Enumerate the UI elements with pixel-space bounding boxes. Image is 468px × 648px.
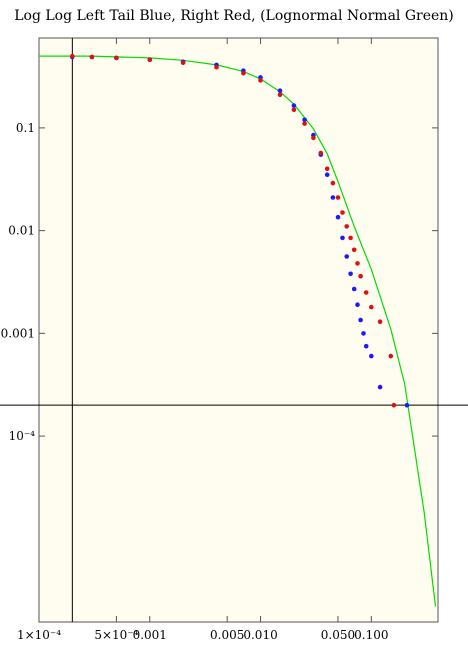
x-tick-label: 0.005 xyxy=(210,628,244,642)
data-point xyxy=(361,331,366,336)
x-tick-label: 0.100 xyxy=(354,628,388,642)
data-point xyxy=(377,319,383,325)
data-point xyxy=(324,166,330,172)
x-tick-label: 0.010 xyxy=(243,628,277,642)
data-point xyxy=(335,195,341,200)
data-point xyxy=(348,271,353,277)
data-point xyxy=(391,402,397,408)
data-point xyxy=(348,235,353,241)
x-tick-label: 1×10⁻⁴ xyxy=(17,628,61,642)
data-point xyxy=(369,304,374,310)
data-point xyxy=(344,224,350,229)
x-tick-label: 5×10⁻⁴ xyxy=(94,628,138,642)
data-point xyxy=(277,92,283,98)
data-point xyxy=(388,353,394,359)
data-point xyxy=(363,290,369,295)
data-point xyxy=(291,107,297,113)
data-point xyxy=(114,55,119,61)
data-point xyxy=(180,60,186,66)
data-point xyxy=(214,64,219,70)
data-point xyxy=(302,121,307,126)
data-point xyxy=(330,180,336,186)
data-point xyxy=(344,254,350,259)
x-tick-label: 0.001 xyxy=(133,628,167,642)
data-point xyxy=(358,273,363,279)
data-point xyxy=(335,214,341,220)
data-point xyxy=(302,117,307,123)
data-point xyxy=(324,172,330,177)
data-point xyxy=(311,135,316,141)
y-tick-label: 0.001 xyxy=(1,326,35,340)
points-layer xyxy=(70,53,410,408)
data-point xyxy=(363,343,369,349)
y-tick-label: 0.1 xyxy=(16,121,35,135)
data-point xyxy=(330,195,336,200)
y-tick-label: 10⁻⁴ xyxy=(9,429,36,443)
x-tick-label: 0.050 xyxy=(321,628,355,642)
series-2 xyxy=(70,53,397,408)
data-point xyxy=(147,57,153,63)
data-point xyxy=(351,247,357,253)
data-point xyxy=(340,235,345,241)
data-point xyxy=(241,71,246,76)
data-point xyxy=(369,353,374,359)
data-point xyxy=(404,402,410,408)
data-point xyxy=(355,302,360,308)
chart-title: Log Log Left Tail Blue, Right Red, (Logn… xyxy=(14,8,454,24)
data-point xyxy=(70,53,75,59)
y-tick-label: 0.01 xyxy=(8,224,35,238)
data-point xyxy=(351,286,357,292)
data-point xyxy=(277,88,283,93)
data-point xyxy=(355,261,360,266)
reference-lines xyxy=(0,38,468,622)
data-point xyxy=(377,384,383,390)
data-point xyxy=(358,317,363,323)
data-point xyxy=(291,103,297,108)
plot-area xyxy=(38,37,439,623)
data-point xyxy=(89,54,95,60)
fit-line xyxy=(39,55,437,607)
data-point xyxy=(258,78,263,83)
data-point xyxy=(340,210,345,215)
data-point xyxy=(318,150,324,156)
fit-line-layer xyxy=(39,55,437,607)
